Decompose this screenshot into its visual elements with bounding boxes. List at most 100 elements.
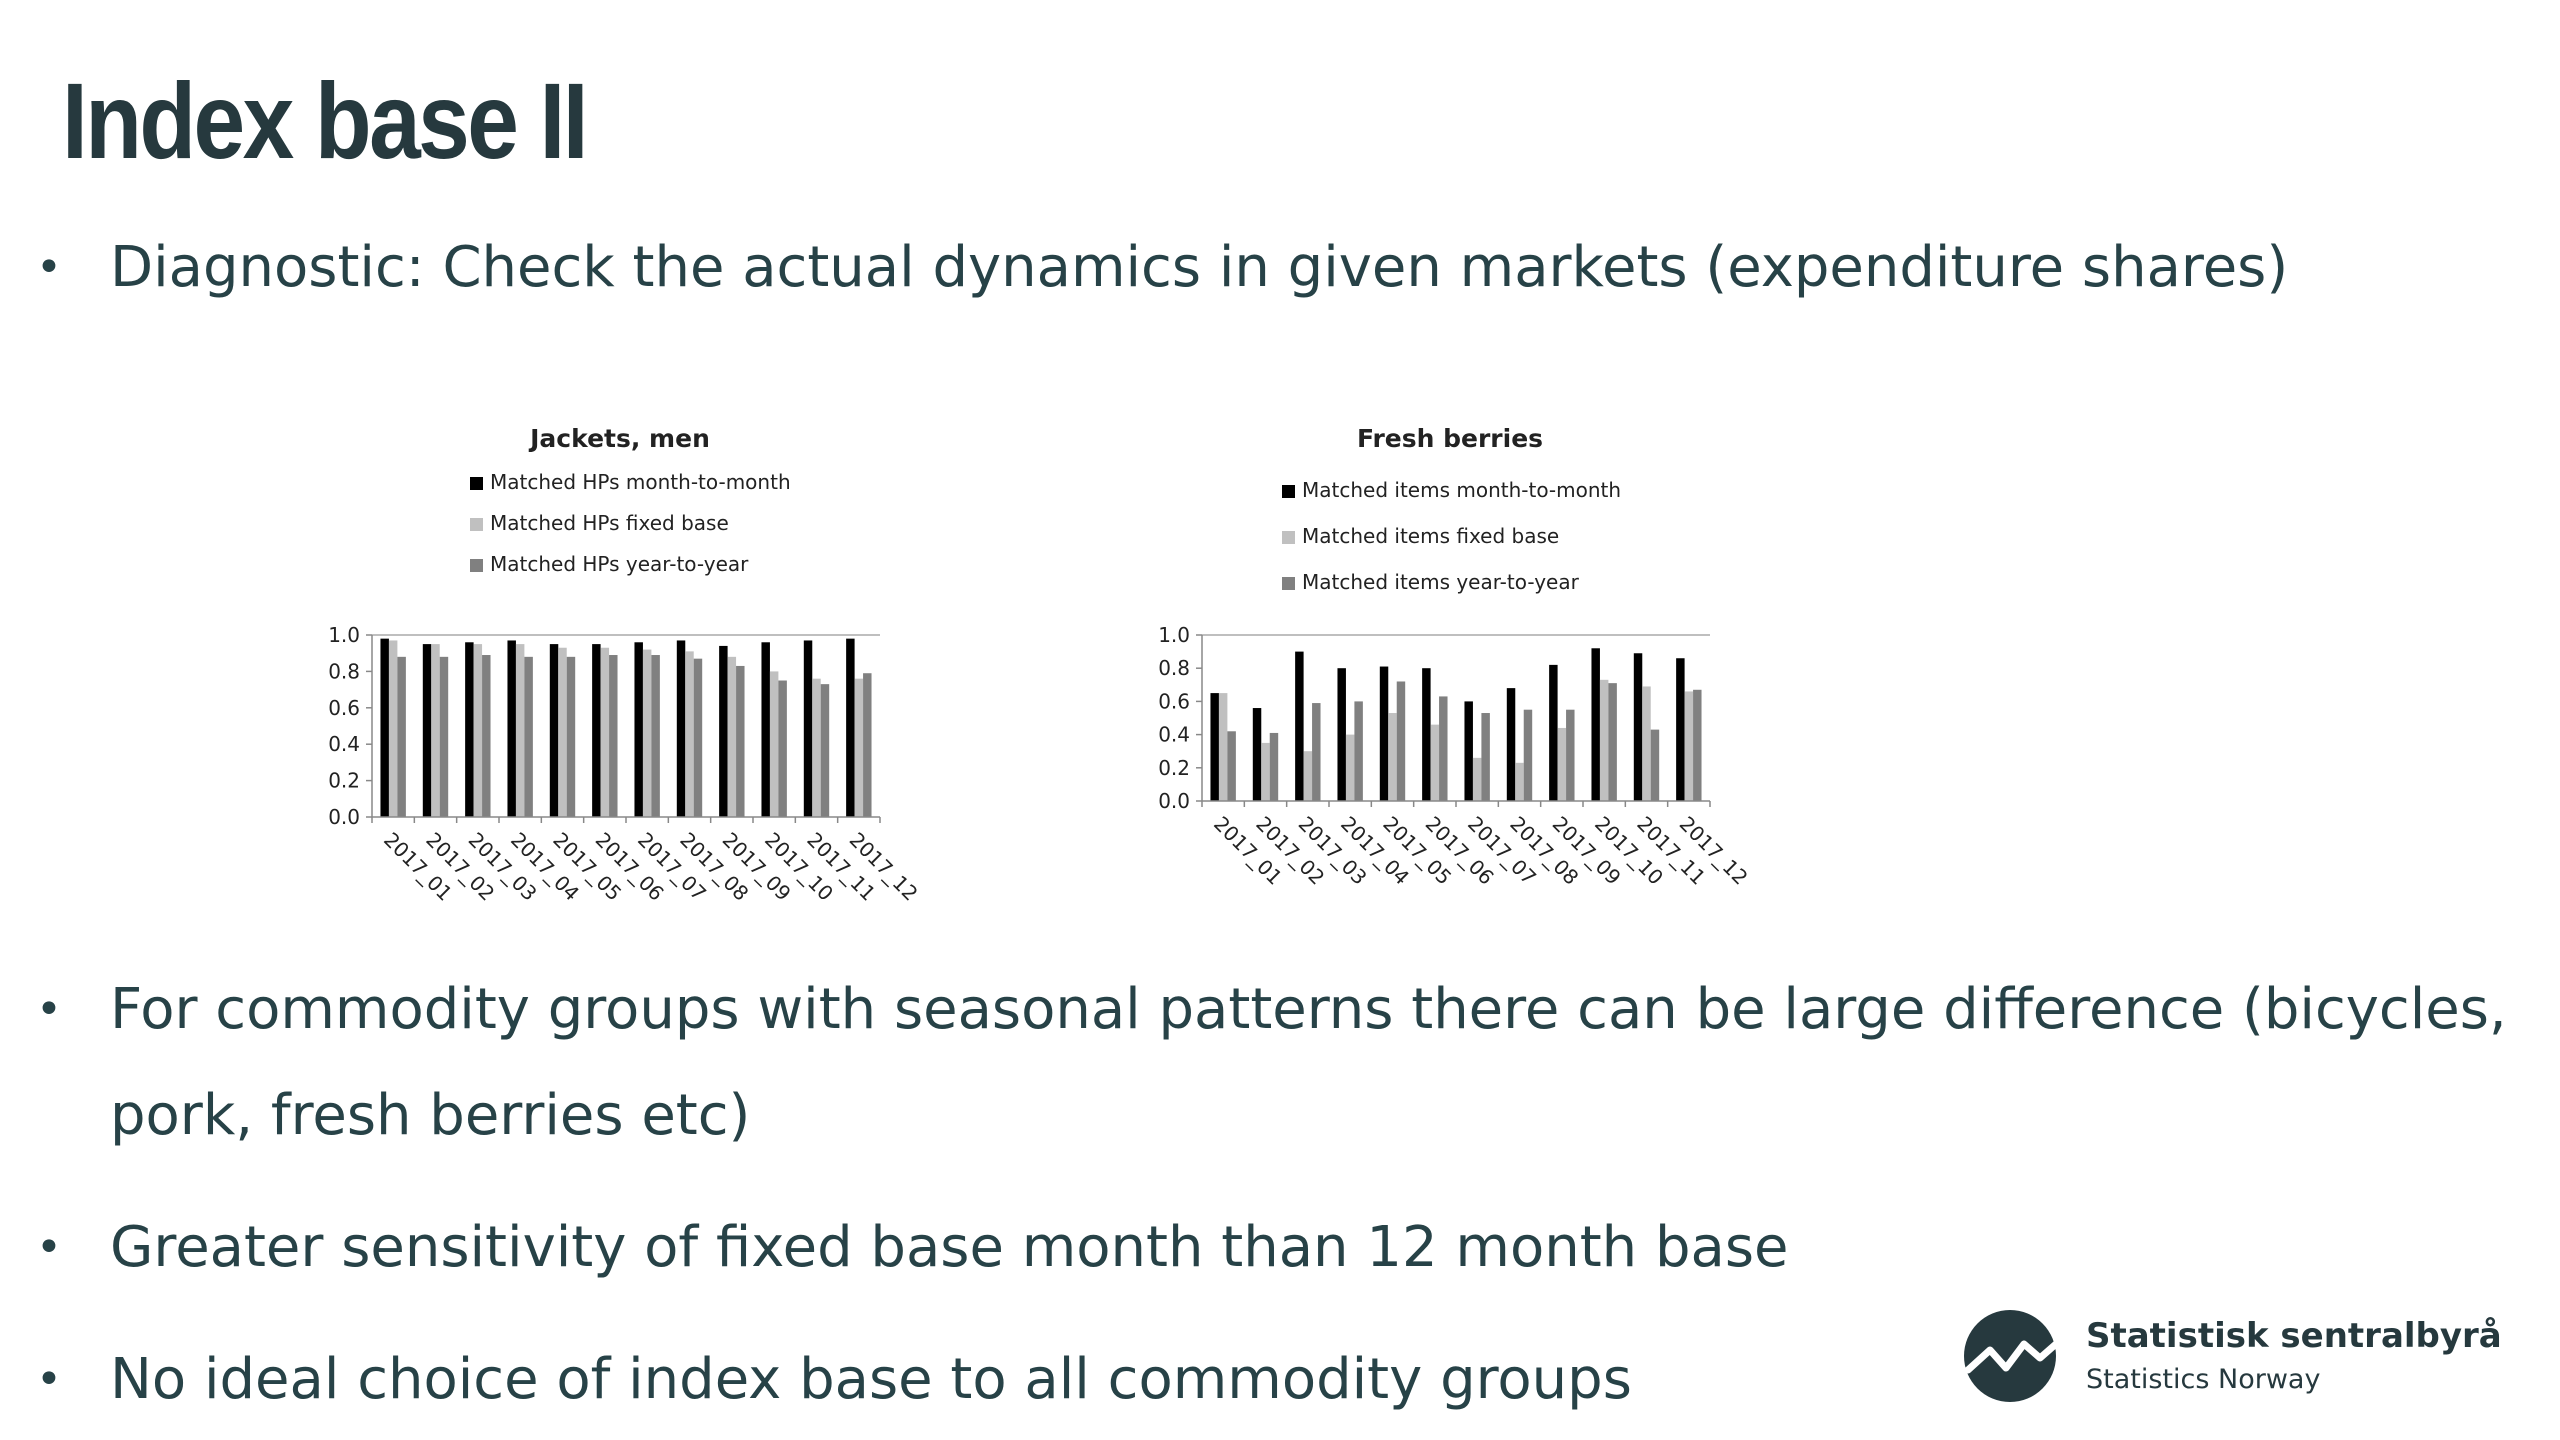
bar	[1295, 651, 1304, 801]
chart-jackets-men: Jackets, men Matched HPs month-to-month Ma…	[328, 424, 923, 906]
bar	[812, 678, 821, 817]
bar	[1676, 658, 1685, 801]
bar	[1608, 683, 1617, 801]
bar	[465, 642, 474, 817]
y-tick-label: 1.0	[328, 623, 360, 647]
legend-label: Matched items year-to-year	[1302, 570, 1580, 594]
bar	[761, 642, 770, 817]
legend-swatch	[470, 559, 483, 572]
bar	[380, 638, 389, 817]
bar	[558, 647, 567, 817]
bar	[1312, 703, 1321, 801]
bar	[1227, 731, 1236, 801]
chart-title: Jackets, men	[528, 424, 710, 453]
bar	[1396, 681, 1406, 801]
bar	[473, 644, 483, 817]
bar	[1506, 688, 1516, 801]
slide-title: Index base II	[62, 60, 589, 181]
bullet-dot: •	[36, 242, 62, 293]
bar	[651, 655, 660, 817]
bullet-text-seasonal: For commodity groups with seasonal patte…	[110, 977, 2507, 1042]
bar	[549, 644, 559, 817]
legend-swatch	[470, 477, 483, 490]
bar	[609, 655, 618, 817]
bar	[1379, 666, 1389, 801]
bar	[515, 644, 525, 817]
y-tick-label: 0.0	[328, 805, 360, 829]
bar	[854, 678, 864, 817]
logo-name: Statistisk sentralbyrå	[2086, 1316, 2502, 1356]
bar	[863, 673, 872, 817]
legend-label: Matched items month-to-month	[1302, 478, 1621, 502]
bar	[1388, 713, 1397, 801]
y-tick-label: 0.6	[328, 696, 360, 720]
bar	[634, 642, 643, 817]
bar	[1481, 713, 1490, 801]
bar	[1303, 751, 1313, 801]
bar	[1439, 696, 1448, 801]
y-tick-label: 0.2	[328, 769, 360, 793]
bar	[820, 684, 830, 817]
ssb-logo-icon	[1964, 1310, 2058, 1402]
bar	[1650, 729, 1660, 801]
y-tick-label: 0.8	[328, 659, 360, 683]
bullet-dot: •	[36, 1222, 62, 1273]
bar	[685, 651, 694, 817]
bar	[566, 656, 576, 817]
bar	[1345, 734, 1355, 801]
y-tick-label: 0.2	[1158, 756, 1190, 780]
y-tick-label: 0.4	[328, 732, 360, 756]
legend-label: Matched HPs month-to-month	[490, 470, 791, 494]
bar	[1523, 709, 1533, 801]
bar	[1642, 686, 1651, 801]
legend-swatch	[1282, 485, 1295, 498]
bar	[1693, 689, 1702, 801]
chart-fresh-berries: Fresh berries Matched items month-to-mont…	[1158, 424, 1753, 890]
bar	[1633, 653, 1643, 801]
bar	[1684, 691, 1694, 801]
bar	[1354, 701, 1363, 801]
bar	[507, 640, 516, 817]
legend-label: Matched items fixed base	[1302, 524, 1559, 548]
bullet-dot: •	[36, 984, 62, 1035]
bar	[778, 680, 787, 817]
bar	[736, 665, 745, 817]
bar	[1472, 757, 1482, 801]
bullet-text-seasonal-cont: pork, fresh berries etc)	[110, 1083, 751, 1148]
bar	[1515, 762, 1524, 801]
bar	[600, 647, 610, 817]
y-tick-label: 0.8	[1158, 656, 1190, 680]
bar	[431, 644, 440, 817]
bar	[1599, 679, 1609, 801]
legend-swatch	[1282, 577, 1295, 590]
bar	[1557, 727, 1567, 801]
bar	[1252, 708, 1262, 801]
bar	[1261, 742, 1270, 801]
bar	[1566, 709, 1575, 801]
bullet-text-no-ideal: No ideal choice of index base to all com…	[110, 1347, 1632, 1412]
chart-title: Fresh berries	[1357, 424, 1543, 453]
bar	[1549, 664, 1558, 801]
legend-swatch	[1282, 531, 1295, 544]
bar	[642, 649, 652, 817]
bar	[1210, 693, 1219, 801]
bar	[592, 644, 601, 817]
bar	[1422, 668, 1431, 801]
legend-label: Matched HPs year-to-year	[490, 552, 749, 576]
bar	[1269, 732, 1279, 801]
bullet-dot: •	[36, 1354, 62, 1405]
y-tick-label: 0.4	[1158, 723, 1190, 747]
bar	[482, 655, 491, 817]
bullet-text-sensitivity: Greater sensitivity of fixed base month …	[110, 1215, 1789, 1280]
ssb-logo: Statistisk sentralbyrå Statistics Norway	[1962, 1308, 2502, 1408]
logo-subtitle: Statistics Norway	[2086, 1364, 2321, 1395]
bullet-text-diagnostic: Diagnostic: Check the actual dynamics in…	[110, 235, 2289, 300]
y-tick-label: 0.6	[1158, 689, 1190, 713]
legend-label: Matched HPs fixed base	[490, 511, 729, 535]
bar	[1430, 724, 1440, 801]
bar	[846, 638, 855, 817]
bar	[727, 656, 737, 817]
bar	[803, 640, 813, 817]
bar	[397, 656, 406, 817]
bar	[1337, 668, 1346, 801]
